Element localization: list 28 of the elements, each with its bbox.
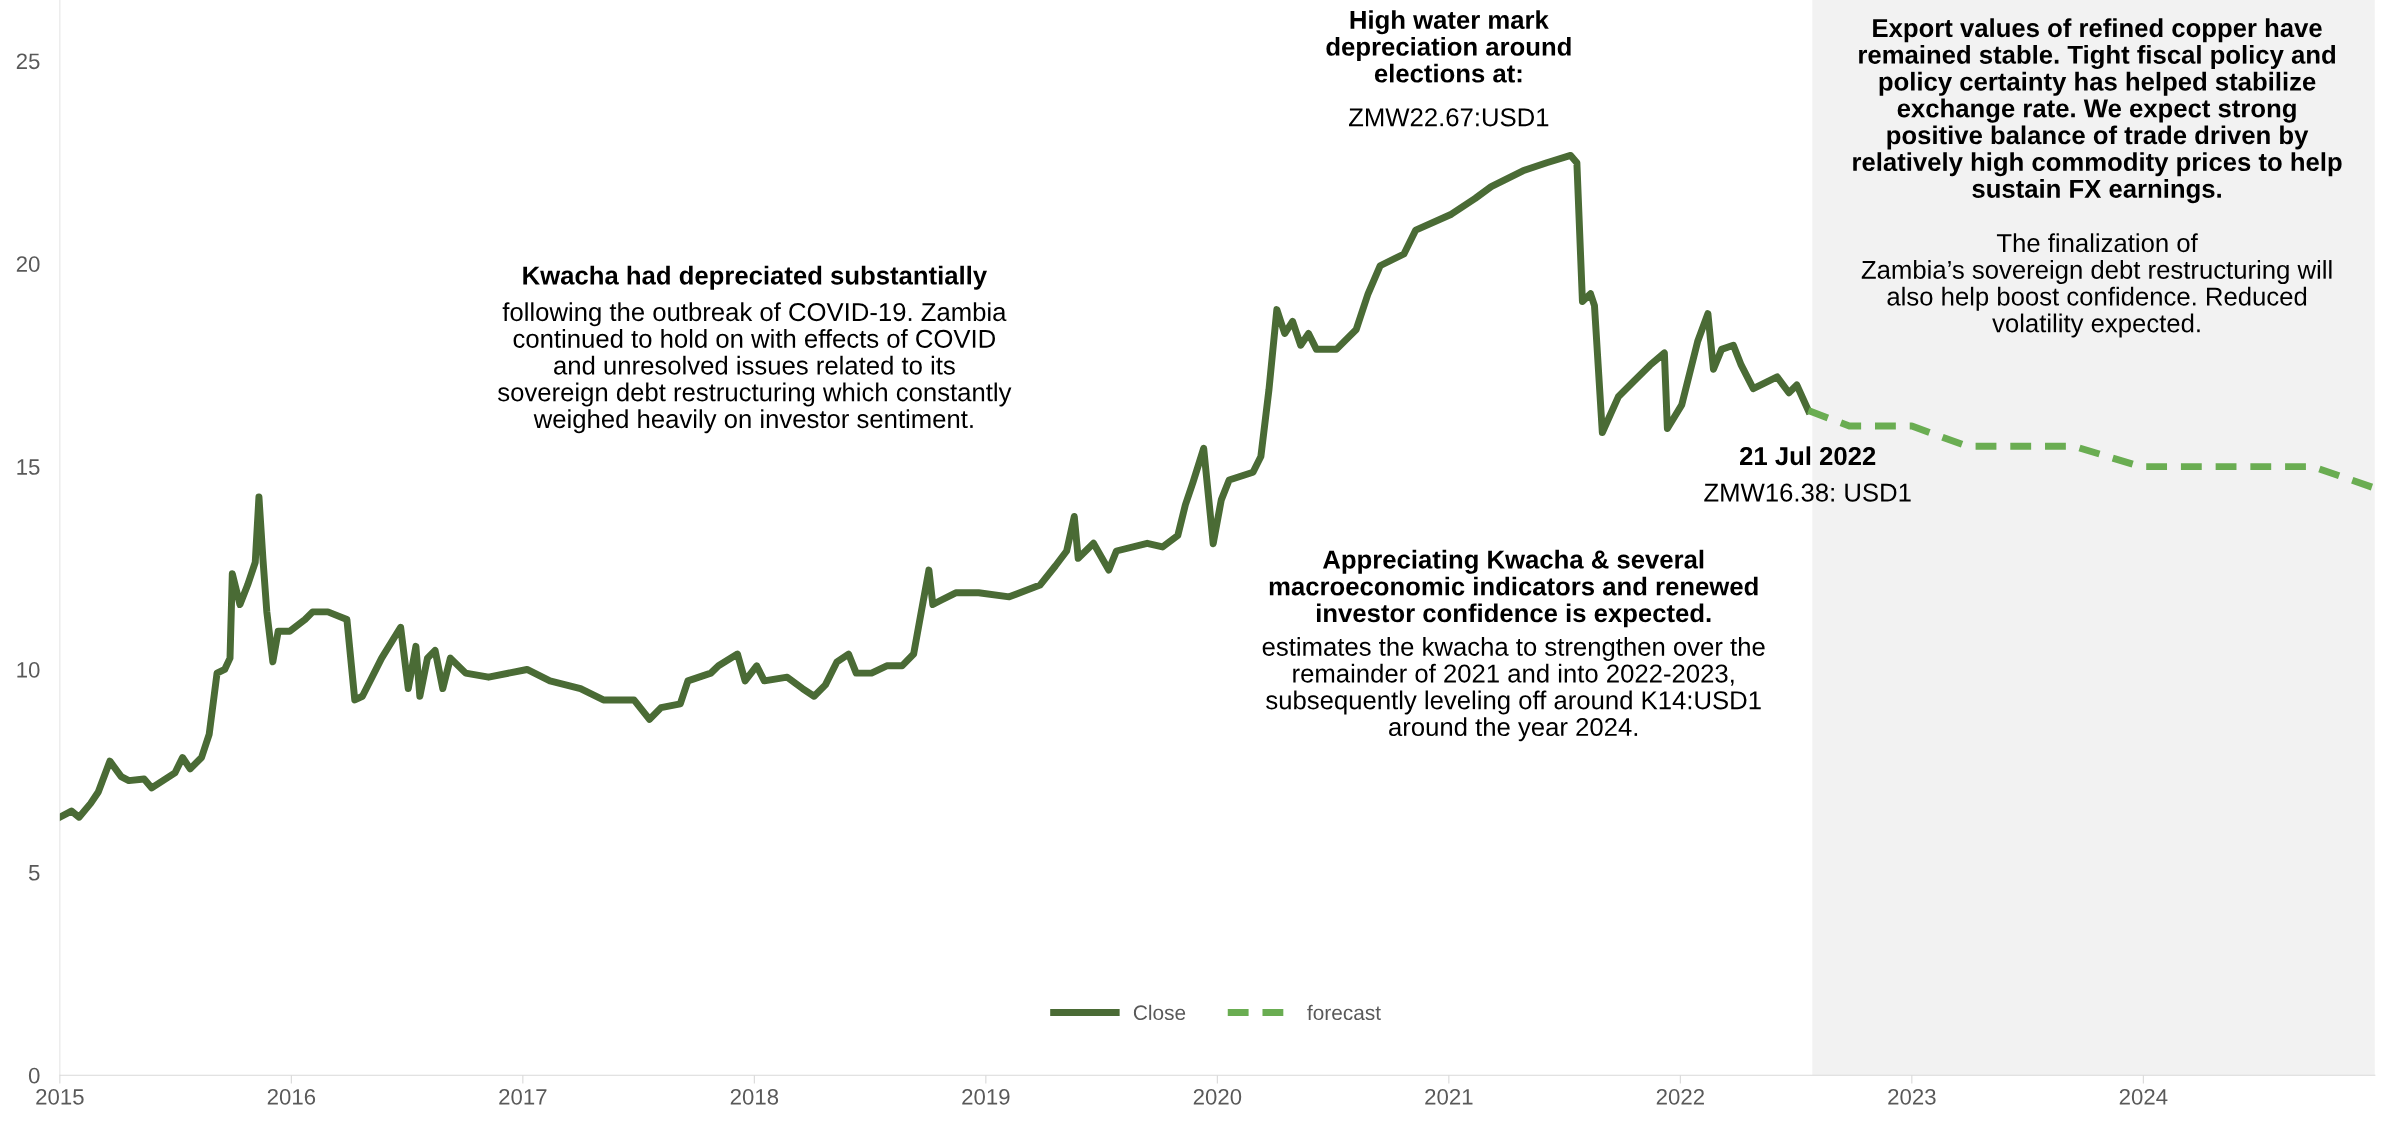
x-tick-label: 2017 [499,1089,547,1105]
x-tick-label: 2018 [730,1089,779,1105]
annotation: High water mark depreciation around elections at: [1326,10,1571,83]
y-tick-label: 0 [28,1067,40,1084]
x-tick-label: 2015 [36,1089,84,1105]
legend-label: forecast [1307,1004,1381,1021]
y-tick-label: 25 [16,53,40,70]
x-tick-label: 2024 [2119,1089,2168,1105]
x-tick-label: 2023 [1888,1089,1936,1105]
annotation: Export values of refined copper have remained stable. Tight fiscal policy and policy certainty has helped stabilize exchange rate. We expect strong positive balance of trade driven by relatively high commodity prices to help sustain FX earnings. [1853,18,2342,204]
x-tick-label: 2019 [962,1089,1010,1105]
x-tick-label: 2022 [1656,1089,1704,1105]
x-tick-label: 2021 [1425,1089,1473,1105]
y-tick-label: 15 [17,459,40,475]
y-tick-label: 20 [16,256,40,272]
annotation: Kwacha had depreciated substantially [523,265,987,290]
annotation: 21 Jul 2022 [1740,446,1876,466]
annotation: The finalization of Zambia’s sovereign debt restructuring will also help boost confidence. Reduced volatility expected. [1861,233,2332,338]
annotation: estimates the kwacha to strengthen over the remainder of 2021 and into 2022-2023, subsequently leveling off around K14:USD1 around the year 2024. [1262,637,1765,742]
x-tick-label: 2020 [1193,1089,1242,1105]
x-tick-label: 2016 [267,1089,316,1105]
annotation: ZMW22.67:USD1 [1349,108,1549,127]
legend-label: Close [1133,1004,1186,1021]
annotation: Appreciating Kwacha & several macroeconomic indicators and renewed investor confidence is expected. [1269,549,1758,628]
annotation: ZMW16.38: USD1 [1704,483,1911,502]
y-tick-label: 5 [28,865,40,881]
annotation: following the outbreak of COVID-19. Zambia continued to hold on with effects of COVID and unresolved issues related to its sovereign debt restructuring which constantly weighed heavily on investor sentiment. [498,302,1012,434]
y-tick-label: 10 [17,662,40,678]
